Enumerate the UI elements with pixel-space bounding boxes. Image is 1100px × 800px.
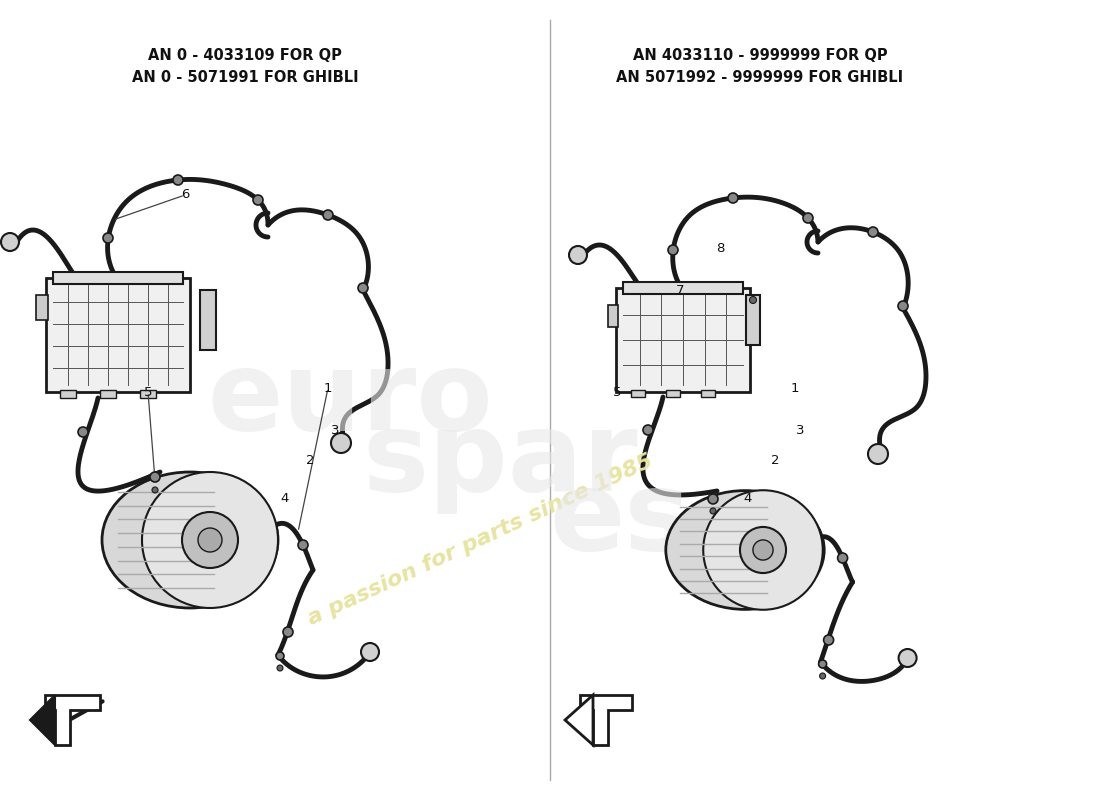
Circle shape — [740, 527, 786, 573]
Text: 6: 6 — [180, 189, 189, 202]
Text: a passion for parts since 1985: a passion for parts since 1985 — [305, 451, 656, 629]
Text: es: es — [549, 466, 691, 574]
Circle shape — [1, 233, 19, 251]
Circle shape — [569, 246, 587, 264]
FancyBboxPatch shape — [666, 390, 680, 397]
Circle shape — [868, 444, 888, 464]
Text: 5: 5 — [144, 386, 152, 398]
Text: 3: 3 — [331, 423, 339, 437]
Polygon shape — [746, 295, 760, 345]
Polygon shape — [565, 695, 593, 745]
Circle shape — [142, 472, 278, 608]
FancyBboxPatch shape — [46, 278, 190, 392]
Circle shape — [824, 635, 834, 645]
Circle shape — [668, 245, 678, 255]
FancyBboxPatch shape — [701, 390, 715, 397]
Polygon shape — [45, 695, 100, 745]
Circle shape — [710, 508, 716, 514]
Text: AN 0 - 4033109 FOR QP
AN 0 - 5071991 FOR GHIBLI: AN 0 - 4033109 FOR QP AN 0 - 5071991 FOR… — [132, 48, 359, 86]
Text: euro: euro — [207, 346, 493, 454]
FancyBboxPatch shape — [631, 390, 645, 397]
Text: 2: 2 — [306, 454, 315, 466]
FancyBboxPatch shape — [60, 390, 76, 398]
Circle shape — [749, 297, 757, 303]
Text: 5: 5 — [613, 386, 621, 398]
Text: AN 4033110 - 9999999 FOR QP
AN 5071992 - 9999999 FOR GHIBLI: AN 4033110 - 9999999 FOR QP AN 5071992 -… — [616, 48, 903, 86]
FancyBboxPatch shape — [53, 272, 183, 284]
Polygon shape — [30, 695, 55, 745]
Polygon shape — [580, 695, 632, 745]
Circle shape — [898, 301, 907, 311]
Circle shape — [868, 227, 878, 237]
Ellipse shape — [666, 490, 824, 610]
Circle shape — [152, 487, 158, 493]
Text: 2: 2 — [771, 454, 779, 466]
Text: 1: 1 — [323, 382, 332, 394]
Circle shape — [198, 528, 222, 552]
Circle shape — [818, 660, 826, 668]
Circle shape — [103, 233, 113, 243]
Circle shape — [644, 425, 653, 435]
Circle shape — [283, 627, 293, 637]
Circle shape — [323, 210, 333, 220]
Circle shape — [78, 427, 88, 437]
Circle shape — [703, 490, 823, 610]
Text: 8: 8 — [716, 242, 724, 254]
Ellipse shape — [102, 472, 278, 608]
Text: 7: 7 — [675, 283, 684, 297]
FancyBboxPatch shape — [623, 282, 742, 294]
Text: 4: 4 — [280, 491, 289, 505]
Circle shape — [837, 553, 848, 563]
FancyBboxPatch shape — [616, 288, 750, 392]
Circle shape — [361, 643, 379, 661]
Circle shape — [276, 652, 284, 660]
Text: 4: 4 — [744, 491, 752, 505]
FancyBboxPatch shape — [36, 295, 48, 320]
Circle shape — [708, 494, 718, 504]
Circle shape — [899, 649, 916, 667]
Polygon shape — [200, 290, 216, 350]
Circle shape — [358, 283, 368, 293]
Circle shape — [803, 213, 813, 223]
FancyBboxPatch shape — [140, 390, 156, 398]
Circle shape — [277, 665, 283, 671]
Circle shape — [182, 512, 238, 568]
Circle shape — [728, 193, 738, 203]
Circle shape — [173, 175, 183, 185]
Text: 3: 3 — [795, 423, 804, 437]
Circle shape — [253, 195, 263, 205]
Circle shape — [150, 472, 160, 482]
FancyBboxPatch shape — [180, 490, 205, 590]
Circle shape — [752, 540, 773, 560]
Text: 1: 1 — [791, 382, 800, 394]
Circle shape — [820, 673, 826, 679]
Text: spar: spar — [362, 406, 638, 514]
FancyBboxPatch shape — [100, 390, 116, 398]
Circle shape — [331, 433, 351, 453]
FancyBboxPatch shape — [608, 305, 618, 327]
Circle shape — [298, 540, 308, 550]
